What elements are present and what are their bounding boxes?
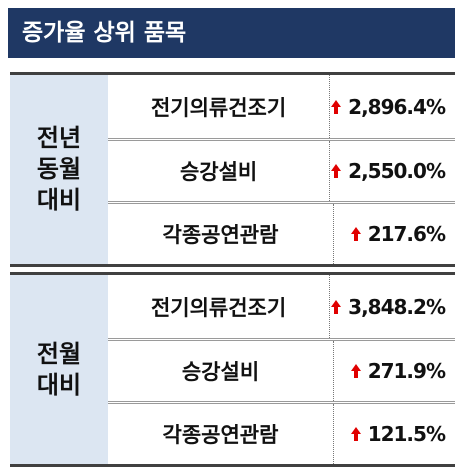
item-name: 전기의류건조기 (150, 95, 287, 120)
table-row: 승강설비 271.9% (108, 338, 455, 401)
item-name: 각종공연관람 (162, 423, 279, 447)
value-cell: 2,896.4% (329, 75, 455, 138)
value-text: 271.9% (367, 359, 446, 383)
up-arrow (350, 427, 361, 441)
value-cell: 2,550.0% (329, 141, 455, 201)
value-cell: 217.6% (333, 204, 455, 264)
group-label-line: 전년 (36, 124, 82, 152)
item-name: 각종공연관람 (162, 223, 279, 247)
header-title: 증가율 상위 품목 (8, 8, 455, 58)
value-text: 3,848.2% (348, 294, 446, 319)
value-cell: 3,848.2% (329, 275, 455, 338)
value-text: 2,896.4% (348, 94, 446, 119)
item-name: 전기의류건조기 (150, 295, 287, 320)
group-label-line: 동월 (36, 155, 82, 183)
group-label-line: 대비 (36, 186, 82, 214)
group-label-line: 전월 (36, 339, 82, 368)
value-cell: 271.9% (333, 341, 455, 401)
item-name: 승강설비 (179, 160, 258, 184)
up-arrow (350, 227, 361, 241)
up-arrow (350, 364, 361, 378)
table-row: 승강설비 2,550.0% (108, 138, 455, 201)
value-text: 217.6% (367, 222, 446, 246)
value-text: 2,550.0% (348, 159, 446, 183)
table-row: 전기의류건조기 3,848.2% (108, 275, 455, 338)
item-name: 승강설비 (181, 360, 260, 384)
group-label-line: 대비 (36, 370, 82, 399)
group-section: 전월 대비 전기의류건조기 3,848.2% 승강설비 271.9% 각종공연관람 121.5… (10, 272, 455, 467)
group-label: 전월 대비 (10, 275, 108, 464)
table-row: 각종공연관람 121.5% (108, 401, 455, 464)
value-text: 121.5% (367, 422, 446, 446)
up-arrow (331, 164, 342, 178)
up-arrow (331, 299, 342, 314)
value-cell: 121.5% (333, 404, 455, 464)
table-row: 각종공연관람 217.6% (108, 201, 455, 264)
up-arrow (331, 99, 342, 114)
table-row: 전기의류건조기 2,896.4% (108, 75, 455, 138)
